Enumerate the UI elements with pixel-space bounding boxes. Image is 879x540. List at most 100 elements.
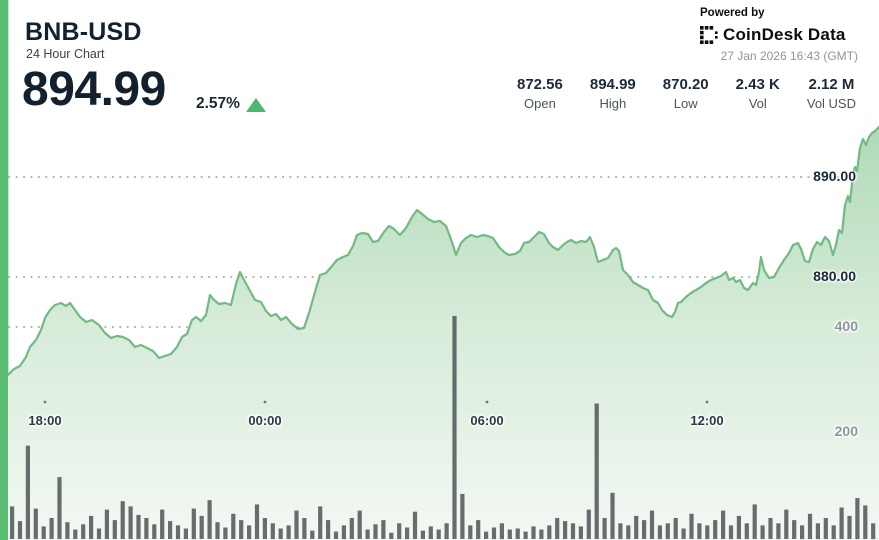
coindesk-brand-text: CoinDesk Data — [723, 25, 846, 44]
price-up-arrow-icon — [246, 98, 266, 112]
powered-by-block: Powered by CoinDesk Data 27 Jan 2026 16:… — [700, 7, 858, 63]
volume-bar — [389, 532, 394, 539]
volume-bar — [436, 529, 441, 539]
volume-bar — [144, 518, 149, 539]
volume-bar — [357, 510, 362, 539]
volume-bar — [57, 477, 62, 540]
current-price: 894.99 — [22, 63, 166, 116]
time-axis-label: 12:00 — [690, 413, 724, 428]
time-axis-label: 06:00 — [470, 413, 504, 428]
volume-bar — [326, 520, 331, 539]
time-axis-label: 18:00 — [28, 413, 62, 428]
volume-bar — [728, 525, 734, 540]
price-axis-label: 890.00 — [813, 168, 856, 184]
volume-bar — [460, 493, 465, 539]
volume-bar — [420, 530, 425, 539]
volume-bar — [128, 506, 133, 539]
volume-bar — [768, 518, 773, 539]
stat-vol-usd: 2.12 M Vol USD — [807, 76, 856, 111]
volume-bar — [847, 515, 852, 539]
time-axis-label: 00:00 — [248, 413, 282, 428]
volume-bar — [104, 509, 109, 539]
volume-bar — [247, 525, 252, 540]
volume-bar — [744, 523, 749, 540]
stat-label: Open — [524, 96, 556, 111]
volume-bar — [65, 522, 70, 539]
volume-bar — [602, 518, 607, 539]
volume-bar — [254, 504, 260, 539]
volume-bar — [412, 511, 418, 539]
volume-bar — [776, 523, 781, 540]
price-change-percent: 2.57% — [196, 95, 240, 112]
volume-bar — [657, 525, 662, 540]
volume-bar — [563, 521, 568, 539]
coindesk-brand[interactable]: CoinDesk Data — [700, 25, 858, 45]
stat-label: Vol USD — [806, 96, 856, 111]
volume-bar — [223, 527, 228, 540]
x-tick-dot — [43, 400, 47, 404]
volume-bar — [341, 525, 346, 540]
volume-bar — [792, 520, 797, 539]
volume-bar — [349, 518, 354, 539]
volume-bar — [112, 520, 117, 539]
volume-bar — [33, 508, 38, 540]
volume-bar — [10, 506, 15, 539]
volume-bar — [689, 513, 694, 539]
volume-bar — [17, 521, 23, 539]
volume-bar — [81, 524, 86, 539]
x-tick-dot — [705, 400, 709, 404]
volume-bar — [594, 403, 599, 539]
price-area — [8, 127, 879, 540]
volume-bar — [73, 529, 78, 539]
x-tick-dot — [263, 400, 267, 404]
volume-bar — [539, 529, 544, 539]
chart-timestamp: 27 Jan 2026 16:43 (GMT) — [720, 49, 858, 63]
stat-value: 872.56 — [516, 76, 563, 93]
volume-bar — [444, 523, 449, 540]
volume-bar — [152, 524, 157, 539]
volume-bar — [333, 531, 339, 539]
symbol-title: BNB-USD — [25, 18, 142, 46]
volume-bar — [25, 445, 30, 540]
volume-bar — [476, 520, 481, 539]
volume-bar — [381, 520, 386, 539]
volume-bar — [231, 513, 236, 539]
volume-bar — [547, 525, 552, 540]
volume-bar — [278, 528, 283, 539]
volume-bar — [634, 515, 639, 539]
volume-bar — [397, 523, 402, 540]
price-axis-label: 880.00 — [813, 268, 856, 284]
price-line — [6, 125, 879, 377]
volume-bar — [89, 515, 94, 539]
volume-bar — [736, 515, 741, 539]
volume-bar — [871, 523, 876, 540]
volume-bar — [515, 528, 520, 539]
volume-bar — [183, 528, 188, 539]
volume-bar — [207, 500, 212, 539]
stat-value: 2.43 K — [735, 76, 780, 93]
volume-bar — [531, 526, 536, 539]
volume-bar — [239, 520, 244, 539]
volume-bar — [618, 523, 623, 540]
stat-value: 894.99 — [589, 76, 636, 93]
volume-bar — [294, 510, 299, 539]
volume-bar — [160, 509, 165, 539]
volume-bar — [452, 315, 457, 539]
accent-bar — [0, 0, 9, 540]
volume-bar — [823, 518, 828, 539]
volume-bar — [49, 518, 54, 539]
volume-bar — [855, 498, 860, 540]
powered-by-label: Powered by — [700, 7, 765, 19]
volume-bar — [863, 505, 868, 539]
volume-bar — [784, 509, 789, 539]
volume-bar — [800, 525, 805, 540]
stat-vol: 2.43 K Vol — [736, 76, 780, 111]
volume-bar — [175, 525, 181, 540]
volume-bar — [41, 526, 46, 539]
volume-bar — [484, 531, 489, 539]
volume-bar — [752, 504, 757, 539]
volume-bar — [199, 515, 204, 539]
volume-bar — [310, 530, 315, 539]
